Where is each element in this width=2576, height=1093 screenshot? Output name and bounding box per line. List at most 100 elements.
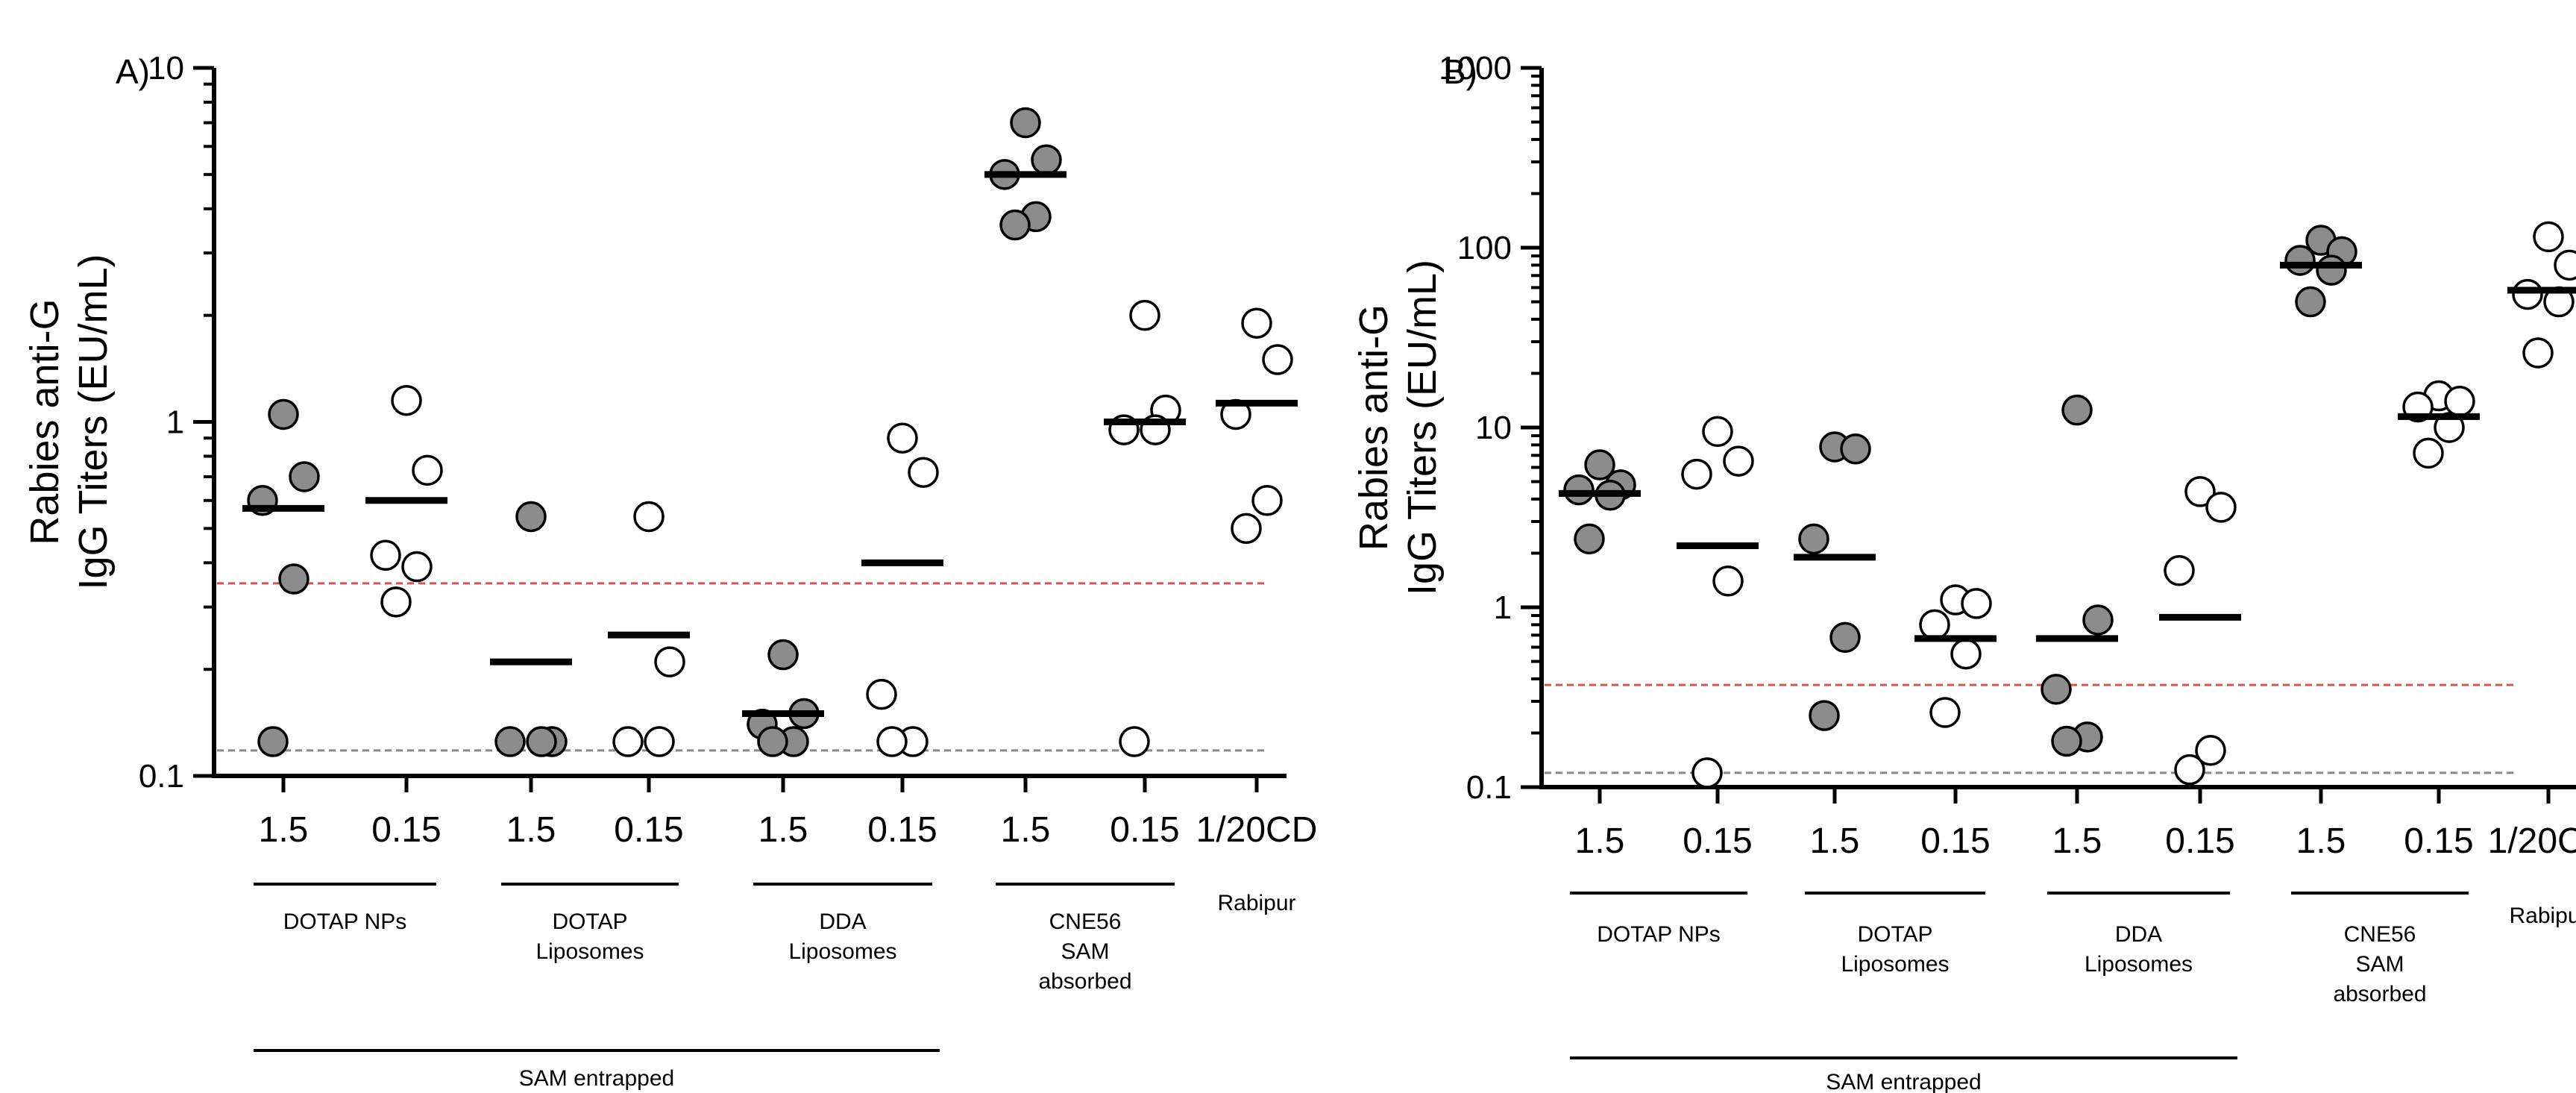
group-label: SAM	[2355, 952, 2404, 977]
x-category-label: 1.5	[1575, 821, 1625, 861]
data-point	[2205, 492, 2237, 523]
data-point	[2522, 337, 2554, 369]
y-tick-label: 0.1	[139, 758, 184, 795]
data-point	[289, 461, 320, 492]
data-point	[2195, 735, 2226, 766]
x-category-label: 0.15	[371, 810, 441, 850]
y-tick-label: 100	[1457, 230, 1512, 266]
data-point	[1929, 697, 1961, 728]
data-point	[1691, 757, 1723, 789]
data-point	[2051, 725, 2082, 757]
data-point	[2512, 278, 2543, 310]
group-label: DOTAP	[552, 909, 627, 934]
data-point	[1712, 566, 1744, 597]
y-tick-label: 10	[1475, 410, 1512, 446]
data-point	[1723, 445, 1754, 477]
data-point	[515, 501, 547, 533]
x-category-label: 1.5	[2052, 821, 2102, 861]
data-point	[1798, 523, 1829, 555]
data-point	[2174, 754, 2205, 786]
data-point	[1950, 638, 1982, 670]
group-label: DOTAP NPs	[283, 909, 407, 934]
group-label: DOTAP	[1857, 922, 1932, 947]
data-point	[2533, 221, 2564, 253]
data-point	[1119, 726, 1150, 757]
data-point	[2041, 674, 2072, 705]
y-tick-label: 1000	[1439, 50, 1512, 87]
data-point	[278, 563, 310, 595]
data-point	[866, 678, 897, 710]
y-tick-label: 10	[148, 50, 184, 87]
data-point	[380, 586, 412, 618]
x-category-label: 1.5	[506, 810, 556, 850]
data-point	[1584, 449, 1615, 480]
data-point	[612, 726, 644, 757]
data-point	[2082, 604, 2114, 636]
data-point	[2295, 286, 2326, 318]
data-point	[1919, 609, 1950, 641]
x-category-label: 0.15	[2404, 821, 2473, 861]
data-point	[2316, 254, 2347, 286]
group-label: absorbed	[2333, 982, 2426, 1006]
data-point	[2284, 245, 2316, 276]
data-point	[2554, 249, 2576, 281]
x-category-label: 1/20CD	[2488, 821, 2576, 861]
data-point	[1031, 144, 1062, 175]
group-label: absorbed	[1038, 969, 1131, 994]
group-label: Rabipur	[1217, 891, 1295, 915]
data-point	[1129, 299, 1160, 331]
y-axis-title-line1: Rabies anti-G	[1351, 304, 1396, 551]
data-point	[268, 398, 299, 430]
x-category-label: 1/20CD	[1196, 810, 1318, 850]
x-category-label: 0.15	[1110, 810, 1179, 850]
data-point	[1961, 588, 1992, 619]
y-tick-label: 1	[1494, 589, 1512, 626]
x-category-label: 0.15	[1683, 821, 1752, 861]
group-label: SAM	[1061, 939, 1109, 964]
group-label: Liposomes	[2085, 952, 2193, 977]
group-label: Liposomes	[1841, 952, 1949, 977]
data-point	[1809, 700, 1840, 731]
y-tick-label: 1	[166, 404, 184, 441]
data-point	[1262, 344, 1293, 375]
data-point	[1251, 485, 1283, 516]
data-point	[2061, 394, 2093, 426]
data-point	[526, 726, 557, 757]
y-axis-title-line2: IgG Titers (EU/mL)	[1400, 260, 1445, 595]
group-label: Liposomes	[535, 939, 644, 964]
supergroup-label: SAM entrapped	[1826, 1070, 1981, 1093]
data-point	[391, 384, 422, 416]
data-point	[412, 454, 443, 486]
group-label: Liposomes	[788, 939, 896, 964]
y-tick-label: 0.1	[1466, 769, 1512, 806]
data-point	[767, 639, 799, 671]
data-point	[1574, 523, 1605, 555]
data-point	[887, 422, 918, 454]
data-point	[494, 726, 526, 757]
data-point	[1010, 107, 1041, 139]
x-category-label: 1.5	[2296, 821, 2346, 861]
data-point	[2164, 555, 2195, 586]
data-point	[1231, 513, 1262, 545]
data-point	[999, 209, 1031, 241]
y-axis-title-line1: Rabies anti-G	[22, 298, 67, 545]
x-category-label: 1.5	[758, 810, 808, 850]
data-point	[1681, 458, 1712, 490]
x-category-label: 1.5	[1810, 821, 1860, 861]
group-label: CNE56	[2344, 922, 2416, 947]
x-category-label: 0.15	[867, 810, 937, 850]
data-point	[370, 539, 401, 571]
data-point	[1241, 307, 1272, 339]
x-category-label: 1.5	[1001, 810, 1051, 850]
supergroup-label: SAM entrapped	[519, 1066, 674, 1091]
data-point	[2413, 437, 2444, 469]
data-point	[1840, 433, 1871, 465]
data-point	[908, 457, 939, 488]
group-label: DDA	[819, 909, 866, 934]
y-axis-title-line2: IgG Titers (EU/mL)	[71, 254, 116, 589]
data-point	[401, 551, 433, 583]
data-point	[1702, 416, 1733, 448]
x-category-label: 0.15	[1920, 821, 1990, 861]
group-label: CNE56	[1049, 909, 1122, 934]
